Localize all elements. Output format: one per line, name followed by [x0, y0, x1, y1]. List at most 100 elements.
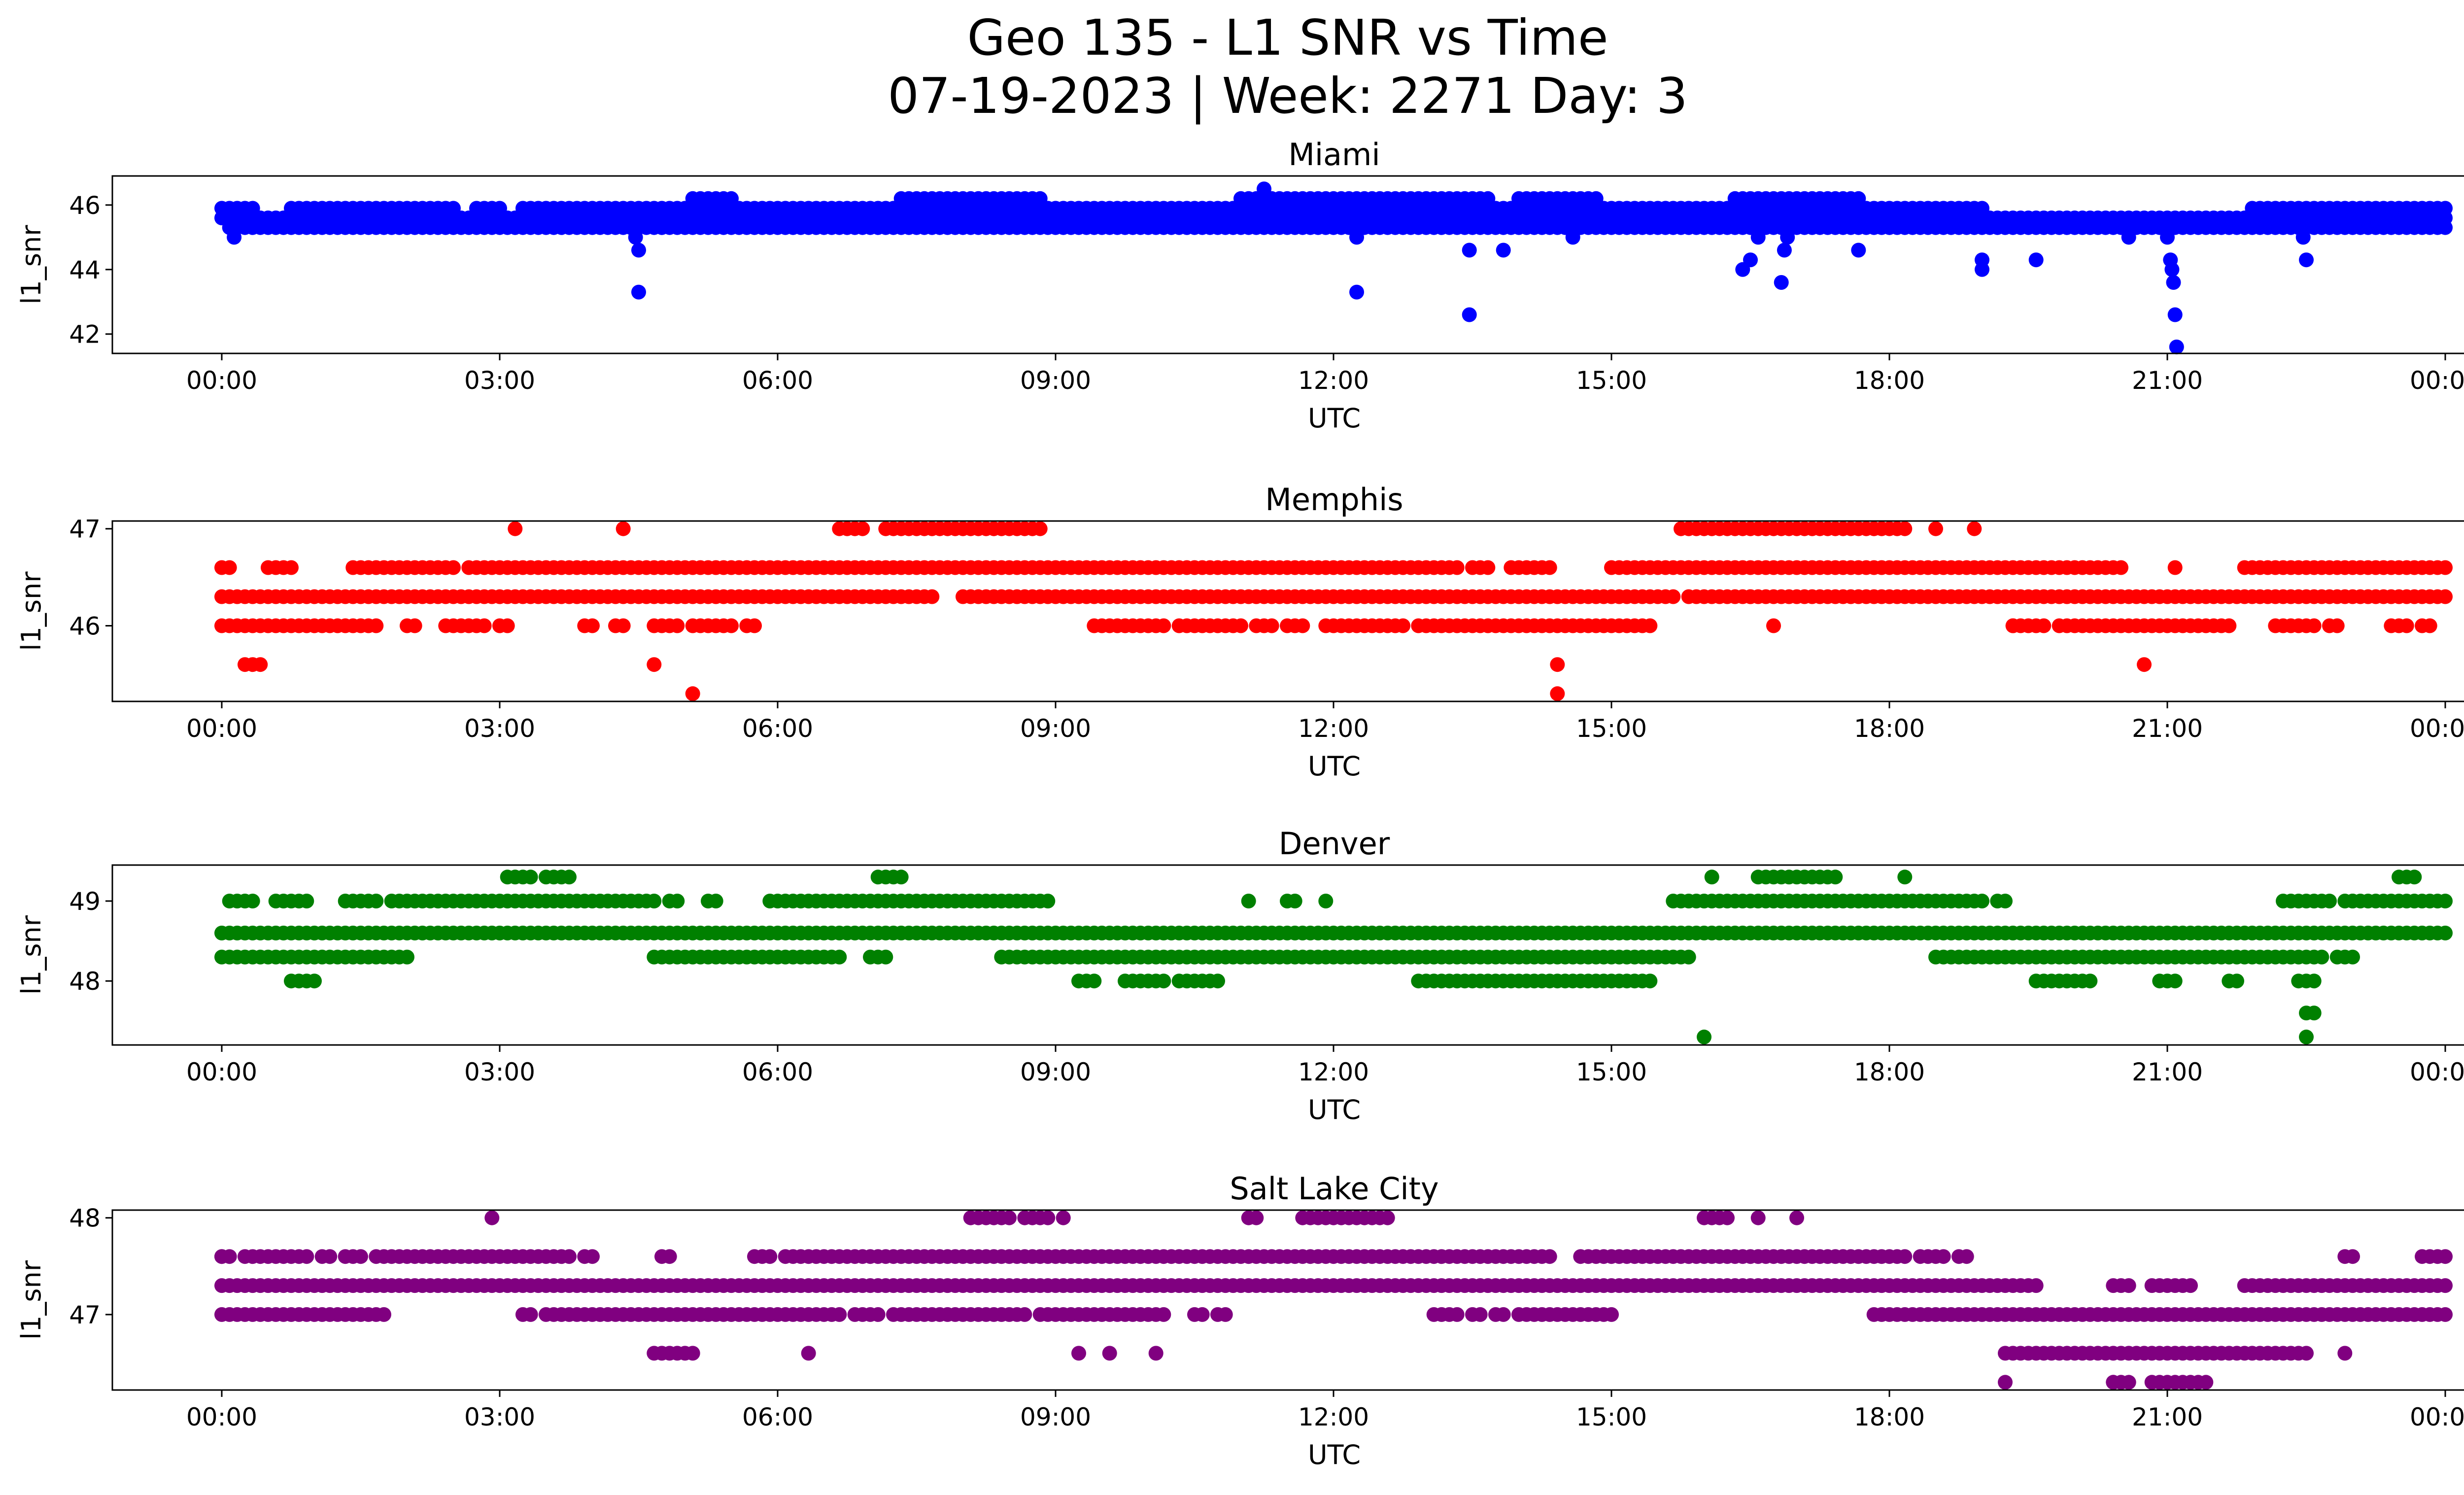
data-point — [2337, 1346, 2353, 1361]
data-point — [492, 201, 507, 216]
x-tick-label: 18:00 — [1854, 1058, 1925, 1086]
data-point — [369, 618, 384, 633]
data-point — [1565, 230, 1580, 245]
data-point — [2121, 1375, 2136, 1390]
data-point — [562, 869, 577, 885]
data-point — [299, 894, 314, 908]
data-point — [1542, 1249, 1557, 1264]
y-tick-label: 46 — [69, 612, 101, 641]
data-point — [2036, 618, 2052, 633]
data-point — [1959, 1249, 1974, 1264]
data-point — [245, 894, 260, 908]
y-tick-label: 48 — [69, 1204, 101, 1233]
data-point — [2299, 1346, 2314, 1361]
data-point — [1241, 894, 1256, 908]
data-point — [1017, 1307, 1032, 1322]
data-point — [893, 869, 909, 885]
data-point — [2306, 1006, 2322, 1021]
x-tick-label: 21:00 — [2132, 1058, 2203, 1086]
figure-title: Geo 135 - L1 SNR vs Time 07-19-2023 | We… — [0, 9, 2464, 125]
data-point — [307, 973, 322, 989]
data-point — [832, 949, 847, 965]
data-point — [523, 1307, 538, 1322]
x-tick-label: 12:00 — [1298, 714, 1369, 743]
data-point — [1643, 618, 1658, 633]
data-point — [616, 618, 631, 633]
x-tick-label: 00:00 — [2410, 1058, 2464, 1086]
y-tick-label: 46 — [69, 191, 101, 220]
y-axis-label: l1_snr — [16, 1260, 47, 1340]
data-point — [1750, 1210, 1766, 1225]
data-point — [855, 521, 870, 536]
x-tick-label: 03:00 — [464, 1058, 535, 1086]
data-point — [508, 521, 523, 536]
data-point — [1897, 521, 1913, 536]
data-point — [585, 1249, 600, 1264]
plot-frame — [111, 520, 2464, 702]
x-tick-label: 15:00 — [1576, 714, 1647, 743]
data-point — [1588, 191, 1604, 206]
data-point — [1249, 1210, 1264, 1225]
data-point — [1975, 201, 1989, 216]
data-point — [1697, 1029, 1711, 1044]
data-point — [2198, 1375, 2214, 1390]
data-point — [1967, 521, 1982, 536]
data-point — [2438, 894, 2453, 908]
data-point — [2167, 973, 2183, 989]
data-point — [2106, 1375, 2121, 1390]
data-point — [2164, 262, 2180, 277]
data-point — [1542, 560, 1557, 575]
data-point — [662, 1249, 677, 1264]
y-axis-label: l1_snr — [16, 915, 47, 995]
x-tick-label: 00:00 — [186, 366, 257, 395]
x-tick-label: 03:00 — [464, 714, 535, 743]
data-point — [1349, 284, 1364, 300]
data-point — [1743, 252, 1758, 268]
data-point — [2229, 973, 2244, 989]
data-point — [1040, 1210, 1056, 1225]
data-point — [1604, 1307, 1619, 1322]
data-points — [214, 181, 2453, 354]
y-tick-label: 49 — [69, 887, 101, 916]
data-point — [2438, 1249, 2453, 1264]
data-point — [222, 560, 237, 575]
data-point — [1449, 560, 1465, 575]
data-point — [924, 589, 940, 604]
chart-panel-salt-lake-city: Salt Lake City 00:00 03:00 06:00 09:00 12:00 1… — [16, 1171, 2464, 1470]
data-point — [2345, 1249, 2360, 1264]
data-point — [1449, 1307, 1465, 1322]
x-axis-label: UTC — [1308, 1094, 1361, 1125]
data-point — [1380, 1210, 1395, 1225]
data-point — [1462, 243, 1477, 258]
data-point — [762, 1249, 778, 1264]
data-point — [214, 1249, 229, 1264]
x-tick-label: 12:00 — [1298, 1403, 1369, 1431]
data-point — [724, 618, 739, 633]
data-point — [2345, 949, 2360, 965]
data-point — [1102, 1346, 1117, 1361]
y-tick-label: 47 — [69, 515, 101, 544]
data-point — [2028, 1278, 2044, 1293]
data-point — [446, 560, 461, 575]
x-tick-label: 00:00 — [2410, 1403, 2464, 1431]
x-tick-label: 18:00 — [1854, 714, 1925, 743]
data-point — [2114, 560, 2128, 575]
plot-frame — [111, 1209, 2464, 1391]
data-point — [1349, 230, 1364, 245]
data-point — [2438, 1278, 2453, 1293]
data-point — [2028, 252, 2044, 268]
data-point — [1897, 869, 1913, 885]
data-point — [1396, 618, 1410, 633]
x-axis-label: UTC — [1308, 1439, 1361, 1470]
data-point — [1766, 618, 1781, 633]
data-point — [353, 1249, 368, 1264]
data-point — [1210, 973, 1225, 989]
data-point — [1071, 973, 1086, 989]
data-point — [1071, 1346, 1086, 1361]
data-point — [1156, 973, 1171, 989]
data-point — [1195, 1307, 1210, 1322]
data-point — [670, 618, 685, 633]
x-tick-label: 03:00 — [464, 366, 535, 395]
data-point — [1257, 181, 1271, 197]
data-point — [1643, 973, 1658, 989]
